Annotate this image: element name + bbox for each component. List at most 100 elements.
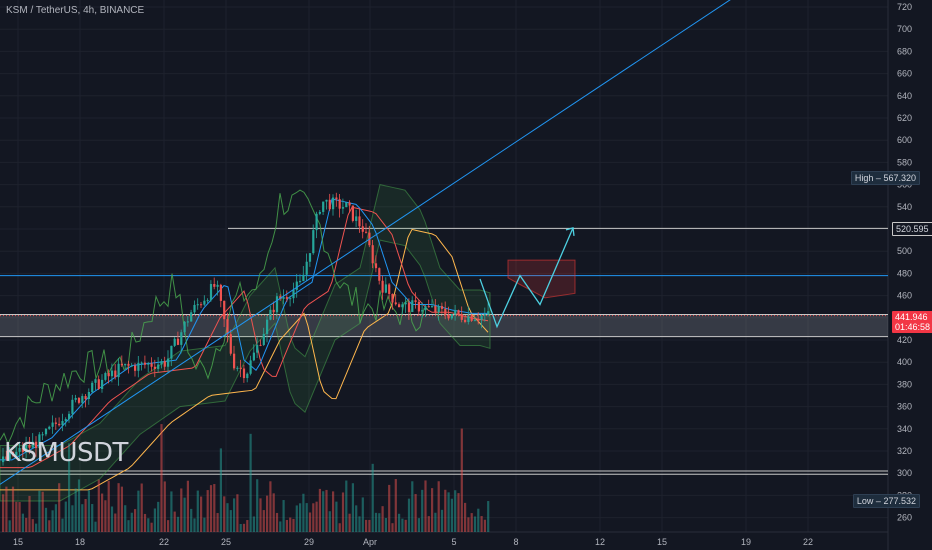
candle-body [450, 314, 453, 319]
volume-bar [193, 518, 196, 532]
candle-body [289, 298, 292, 300]
projection-arrowhead [565, 227, 575, 236]
candle-body [266, 319, 269, 334]
candle-body [279, 296, 282, 299]
candle-body [209, 284, 213, 301]
volume-bar [398, 513, 401, 532]
candle-body [381, 280, 384, 293]
volume-bar [252, 516, 255, 532]
volume-bar [196, 490, 199, 532]
level-price-tag: 520.595 [892, 222, 932, 236]
volume-bar [143, 513, 147, 532]
moving-average-slow [0, 228, 489, 491]
candle-body [361, 226, 364, 232]
volume-bar [289, 517, 292, 532]
candle-body [371, 245, 374, 264]
candle-body [351, 205, 354, 221]
candle-body [226, 319, 229, 335]
candle-body [114, 370, 117, 378]
volume-bar [223, 496, 226, 532]
volume-bar [110, 506, 114, 532]
candle-body [388, 284, 391, 294]
volume-bar [130, 512, 133, 532]
volume-bar [77, 479, 81, 532]
candle-body [120, 363, 123, 366]
high-label: High [854, 173, 874, 183]
candle-body [295, 281, 298, 290]
candle-body [411, 300, 414, 312]
volume-bar [407, 498, 411, 532]
candle-body [401, 304, 404, 308]
candle-body [487, 311, 490, 315]
volume-bar [186, 480, 189, 532]
candle-body [193, 304, 196, 313]
candle-body [444, 308, 447, 315]
y-tick-label: 320 [897, 446, 912, 456]
volume-bar [358, 516, 361, 532]
volume-bar [308, 512, 312, 532]
volume-bar [61, 518, 64, 532]
candle-body [322, 201, 325, 212]
candle-body [200, 304, 203, 306]
volume-bar [200, 496, 203, 532]
x-tick-label: 5 [451, 537, 456, 547]
candle-body [94, 379, 97, 383]
candle-body [275, 296, 279, 313]
volume-bar [332, 491, 335, 532]
y-tick-label: 360 [897, 402, 912, 412]
candle-body [97, 379, 100, 389]
volume-bar [431, 488, 434, 532]
candle-body [11, 451, 15, 456]
volume-bar [338, 523, 341, 532]
volume-bar [239, 523, 242, 532]
volume-bar [394, 479, 397, 532]
y-tick-label: 340 [897, 424, 912, 434]
candle-body [391, 293, 394, 303]
volume-bar [460, 428, 463, 532]
candle-body [150, 363, 153, 367]
candle-body [190, 312, 193, 322]
candle-body [117, 363, 120, 378]
volume-bar [101, 493, 104, 532]
volume-bar [275, 512, 279, 532]
volume-bar [404, 519, 407, 532]
y-tick-label: 700 [897, 24, 912, 34]
candle-body [242, 368, 246, 379]
candle-body [101, 379, 104, 389]
candle-body [398, 304, 401, 308]
volume-bar [341, 492, 345, 532]
volume-bar [368, 519, 371, 532]
candle-body [140, 362, 143, 364]
volume-bar [157, 501, 160, 532]
volume-bar [269, 481, 272, 532]
candle-body [87, 391, 90, 399]
candle-body [464, 319, 467, 322]
y-tick-label: 480 [897, 268, 912, 278]
volume-bar [140, 483, 143, 532]
volume-bar [378, 513, 381, 532]
x-tick-label: 12 [595, 537, 605, 547]
candle-body [58, 423, 61, 426]
candle-body [335, 197, 338, 200]
volume-bar [279, 521, 282, 532]
candle-body [325, 199, 328, 202]
volume-bar [38, 490, 41, 532]
candle-body [35, 441, 38, 449]
volume-bar [365, 519, 368, 532]
volume-bar [120, 486, 123, 532]
candle-body [163, 361, 166, 367]
candle-body [77, 397, 81, 403]
candle-body [233, 353, 236, 369]
candle-body [8, 451, 11, 460]
volume-bar [345, 480, 348, 532]
candle-body [457, 310, 460, 314]
volume-bar [447, 492, 450, 532]
volume-bar [229, 510, 232, 532]
candle-body [41, 434, 44, 436]
candle-body [318, 211, 321, 214]
candle-body [302, 274, 305, 282]
volume-bar [388, 484, 391, 532]
volume-bar [259, 498, 262, 532]
candle-body [134, 365, 137, 371]
